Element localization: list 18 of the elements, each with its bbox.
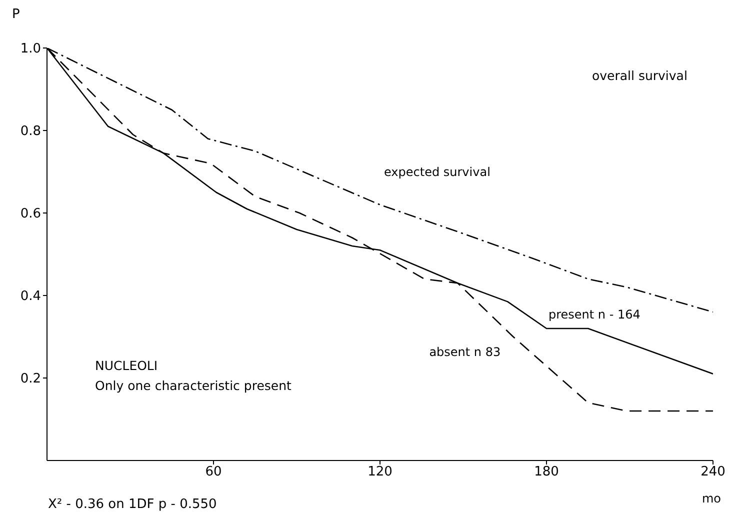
x-tick-label: 60 <box>205 464 222 480</box>
y-tick-label: 0.6 <box>20 206 41 222</box>
annotation: Only one characteristic present <box>95 378 292 393</box>
y-tick-label: 0.4 <box>20 289 41 304</box>
text: expected survival <box>384 165 490 180</box>
x-tick-label: 240 <box>700 464 726 480</box>
x-tick-label: 180 <box>534 464 559 480</box>
y-tick-label: 0.8 <box>20 124 41 140</box>
x-tick-label: 120 <box>368 464 392 480</box>
y-axis-title: P <box>12 7 20 22</box>
x-axis-title: mo <box>702 492 721 506</box>
series-label: present n - 164 <box>548 308 640 322</box>
annotation: NUCLEOLI <box>95 358 158 373</box>
series-label: absent n 83 <box>429 345 501 360</box>
text: X² - 0.36 on 1DF p - 0.550 <box>48 497 217 512</box>
y-tick-label: 1.0 <box>20 42 41 57</box>
annotation: overall survival <box>592 68 688 83</box>
y-tick-label: 0.2 <box>20 372 41 387</box>
